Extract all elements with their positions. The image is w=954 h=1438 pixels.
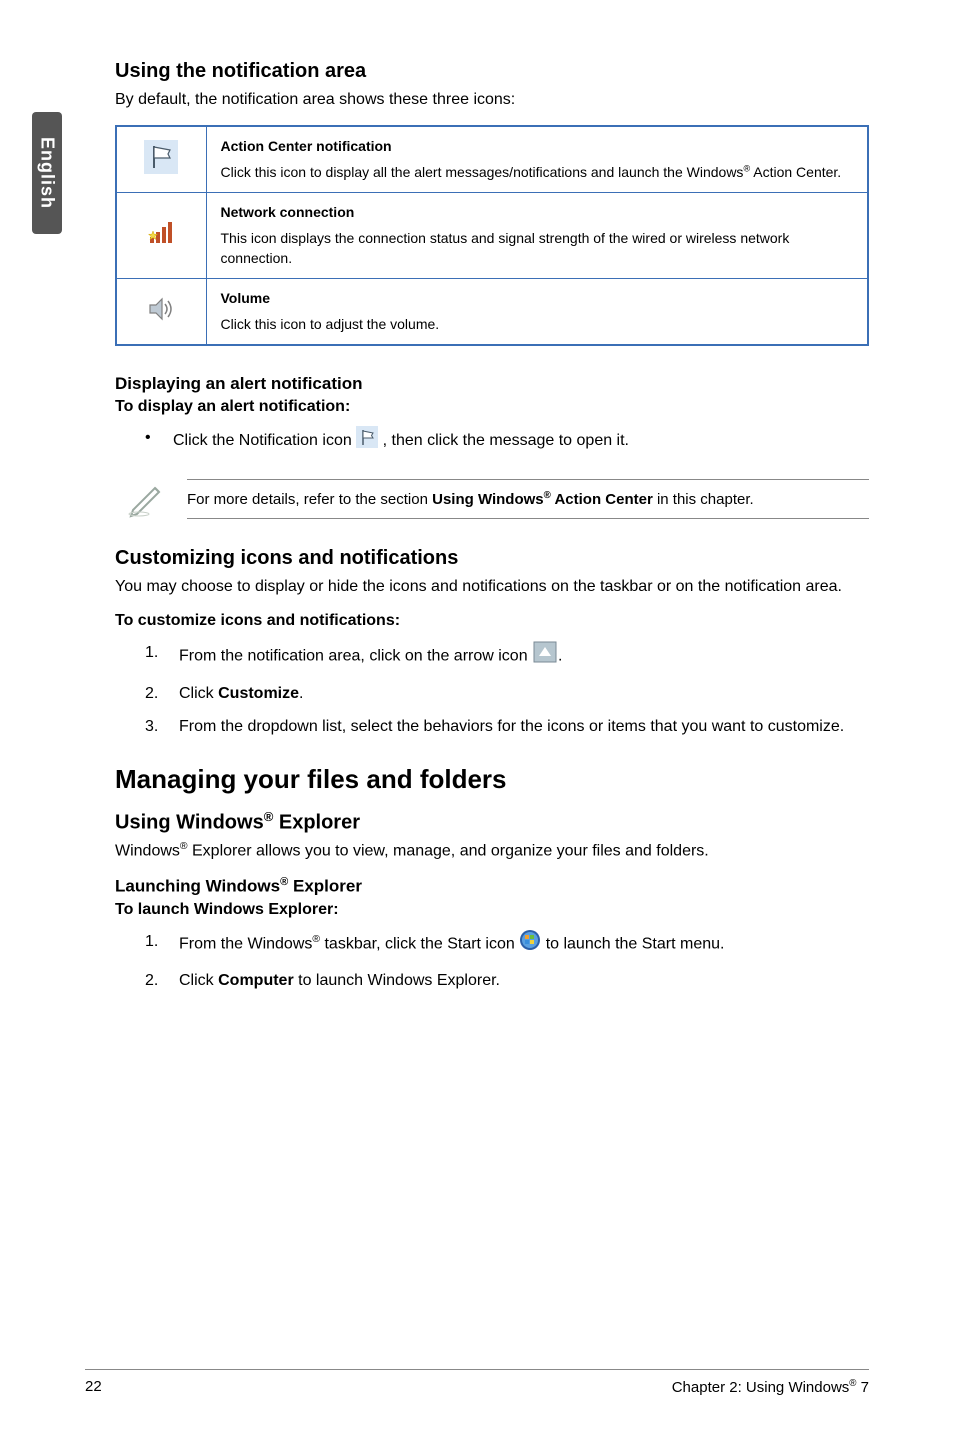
action-center-desc-cell: Action Center notification Click this ic… bbox=[206, 126, 868, 193]
network-icon-cell bbox=[116, 193, 206, 279]
note-block: For more details, refer to the section U… bbox=[125, 474, 869, 523]
row-desc: Click this icon to adjust the volume. bbox=[221, 316, 440, 332]
pencil-icon bbox=[125, 474, 169, 523]
row-title: Volume bbox=[221, 289, 854, 309]
intro-notification-area: By default, the notification area shows … bbox=[115, 89, 869, 111]
language-tab-label: English bbox=[37, 137, 58, 209]
network-icon bbox=[144, 219, 178, 253]
page-number: 22 bbox=[85, 1378, 102, 1396]
notification-icons-table: Action Center notification Click this ic… bbox=[115, 125, 869, 347]
step-item: 2. Click Customize. bbox=[145, 681, 869, 707]
row-title: Action Center notification bbox=[221, 137, 854, 157]
heading-launching-explorer: Launching Windows® Explorer bbox=[115, 876, 869, 897]
action-center-icon-cell bbox=[116, 126, 206, 193]
heading-using-explorer: Using Windows® Explorer bbox=[115, 809, 869, 835]
bullet-click-notification: Click the Notification icon , then click… bbox=[145, 426, 869, 456]
table-row: Volume Click this icon to adjust the vol… bbox=[116, 279, 868, 346]
arrow-up-icon bbox=[532, 640, 558, 673]
network-desc-cell: Network connection This icon displays th… bbox=[206, 193, 868, 279]
flag-icon bbox=[356, 426, 378, 456]
heading-display-alert: Displaying an alert notification bbox=[115, 374, 869, 394]
row-title: Network connection bbox=[221, 203, 854, 223]
sub-display-alert: To display an alert notification: bbox=[115, 398, 869, 416]
chapter-label: Chapter 2: Using Windows® 7 bbox=[672, 1378, 869, 1396]
heading-notification-area: Using the notification area bbox=[115, 60, 869, 83]
row-desc: Click this icon to display all the alert… bbox=[221, 164, 842, 180]
sub-customize: To customize icons and notifications: bbox=[115, 612, 869, 630]
start-orb-icon bbox=[519, 929, 541, 960]
flag-icon bbox=[144, 140, 178, 180]
table-row: Network connection This icon displays th… bbox=[116, 193, 868, 279]
language-tab: English bbox=[32, 112, 62, 234]
step-item: 3. From the dropdown list, select the be… bbox=[145, 714, 869, 740]
heading-customize: Customizing icons and notifications bbox=[115, 547, 869, 570]
table-row: Action Center notification Click this ic… bbox=[116, 126, 868, 193]
page-footer: 22 Chapter 2: Using Windows® 7 bbox=[85, 1369, 869, 1396]
note-text: For more details, refer to the section U… bbox=[187, 479, 869, 519]
volume-icon-cell bbox=[116, 279, 206, 346]
step-item: 1. From the notification area, click on … bbox=[145, 640, 869, 673]
step-item: 2. Click Computer to launch Windows Expl… bbox=[145, 968, 869, 994]
step-item: 1. From the Windows® taskbar, click the … bbox=[145, 929, 869, 960]
speaker-icon bbox=[144, 295, 178, 329]
intro-customize: You may choose to display or hide the ic… bbox=[115, 576, 869, 598]
intro-using-explorer: Windows® Explorer allows you to view, ma… bbox=[115, 840, 869, 862]
sub-launch-explorer: To launch Windows Explorer: bbox=[115, 901, 869, 919]
row-desc: This icon displays the connection status… bbox=[221, 230, 790, 266]
heading-managing-files: Managing your files and folders bbox=[115, 764, 869, 795]
volume-desc-cell: Volume Click this icon to adjust the vol… bbox=[206, 279, 868, 346]
